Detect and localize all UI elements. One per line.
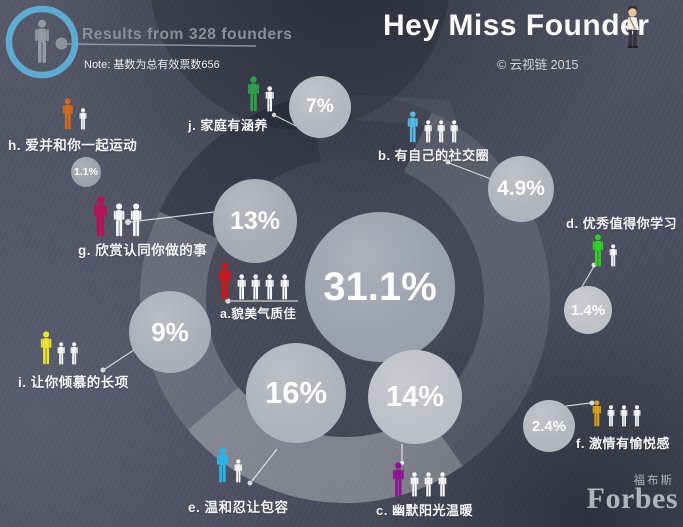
person-icon (58, 342, 65, 364)
bubble-a-value: 31.1% (323, 264, 437, 309)
person-icon (609, 244, 616, 266)
person-group-c (392, 462, 447, 497)
label-h: h. 爱并和你一起运动 (8, 138, 138, 153)
bubble-e: 16% (246, 343, 346, 443)
person-icon (235, 459, 242, 482)
connector-g (129, 211, 215, 223)
person-icon (35, 19, 49, 63)
person-icon (593, 400, 601, 426)
person-group-i (40, 331, 79, 365)
person-icon (71, 342, 78, 364)
person-icon (633, 405, 640, 426)
bubble-g: 13% (213, 179, 297, 263)
forbes-chinese-label: 福布斯 (633, 475, 674, 487)
connector-f (565, 402, 592, 407)
bubble-h: 1.1% (71, 157, 101, 187)
person-icon (620, 405, 627, 426)
person-icon (408, 111, 418, 142)
person-icon (217, 447, 228, 482)
person-icon (424, 120, 431, 142)
standing-founder-illustration (625, 6, 640, 49)
bubble-j: 7% (289, 76, 351, 138)
person-icon (237, 274, 245, 299)
person-icon (131, 203, 141, 236)
copyright-text: © 云视链 2015 (497, 58, 579, 72)
person-icon (438, 472, 446, 496)
person-icon (393, 462, 404, 496)
person-group-h (62, 98, 87, 130)
person-icon (248, 76, 259, 111)
person-icon (424, 472, 432, 496)
label-j: j. 家庭有涵养 (188, 118, 268, 133)
header-underline (67, 43, 257, 47)
forbes-watermark: 福布斯 Forbes (578, 472, 678, 514)
badge-ring (5, 5, 79, 79)
forbes-logo-text: Forbes (586, 482, 678, 515)
bubble-i-value: 9% (151, 316, 189, 347)
page-title: Hey Miss Founder (383, 9, 650, 42)
person-group-d (592, 234, 617, 267)
person-icon (266, 274, 274, 299)
connector-b (448, 162, 492, 180)
founders-badge (5, 5, 79, 79)
person-icon (219, 262, 231, 299)
bubble-a: 31.1% (305, 212, 455, 362)
bubble-d: 1.4% (564, 286, 612, 334)
person-icon (607, 405, 614, 426)
bubble-b-value: 4.9% (497, 177, 545, 200)
bubble-j-value: 7% (306, 96, 334, 117)
label-i: i. 让你倾慕的长项 (18, 375, 129, 390)
note-text: Note: 基数为总有效票数656 (84, 59, 220, 71)
bubble-f-value: 2.4% (531, 417, 567, 435)
person-icon (593, 234, 603, 266)
person-group-e (216, 447, 243, 483)
bubble-c: 14% (368, 350, 462, 444)
person-icon (266, 86, 274, 111)
bubble-h-value: 1.1% (74, 166, 98, 178)
bubble-f: 2.4% (523, 400, 575, 452)
bubble-g-value: 13% (229, 206, 281, 235)
label-a: a.貌美气质佳 (220, 307, 297, 321)
bubble-b: 4.9% (488, 156, 554, 222)
person-icon (79, 108, 86, 129)
label-c: c. 幽默阳光温暖 (376, 503, 473, 518)
label-g: g. 欣赏认同你做的事 (78, 243, 208, 258)
person-icon (437, 120, 444, 142)
results-caption: Results from 328 founders (82, 26, 293, 43)
bubble-d-value: 1.4% (570, 301, 606, 319)
person-icon (63, 98, 73, 129)
person-icon (252, 274, 260, 299)
person-icon (410, 472, 418, 496)
label-b: b. 有自己的社交圈 (378, 148, 490, 163)
person-icon (451, 120, 458, 142)
person-group-b (407, 111, 458, 143)
person-icon (94, 196, 107, 236)
connector-i (104, 349, 135, 370)
connector-e (251, 448, 278, 482)
person-icon (281, 274, 289, 299)
person-group-f (592, 400, 641, 427)
label-f: f. 激情有愉悦感 (576, 436, 671, 451)
label-d: d. 优秀值得你学习 (566, 216, 678, 231)
label-e: e. 温和忍让包容 (188, 500, 289, 515)
person-icon (41, 331, 51, 364)
person-group-g (93, 196, 142, 237)
person-icon (114, 203, 124, 236)
person-group-a (218, 262, 289, 300)
bubble-e-value: 16% (264, 375, 328, 410)
bubble-c-value: 14% (385, 380, 445, 413)
bubble-i: 9% (129, 291, 211, 373)
person-group-j (247, 76, 274, 112)
